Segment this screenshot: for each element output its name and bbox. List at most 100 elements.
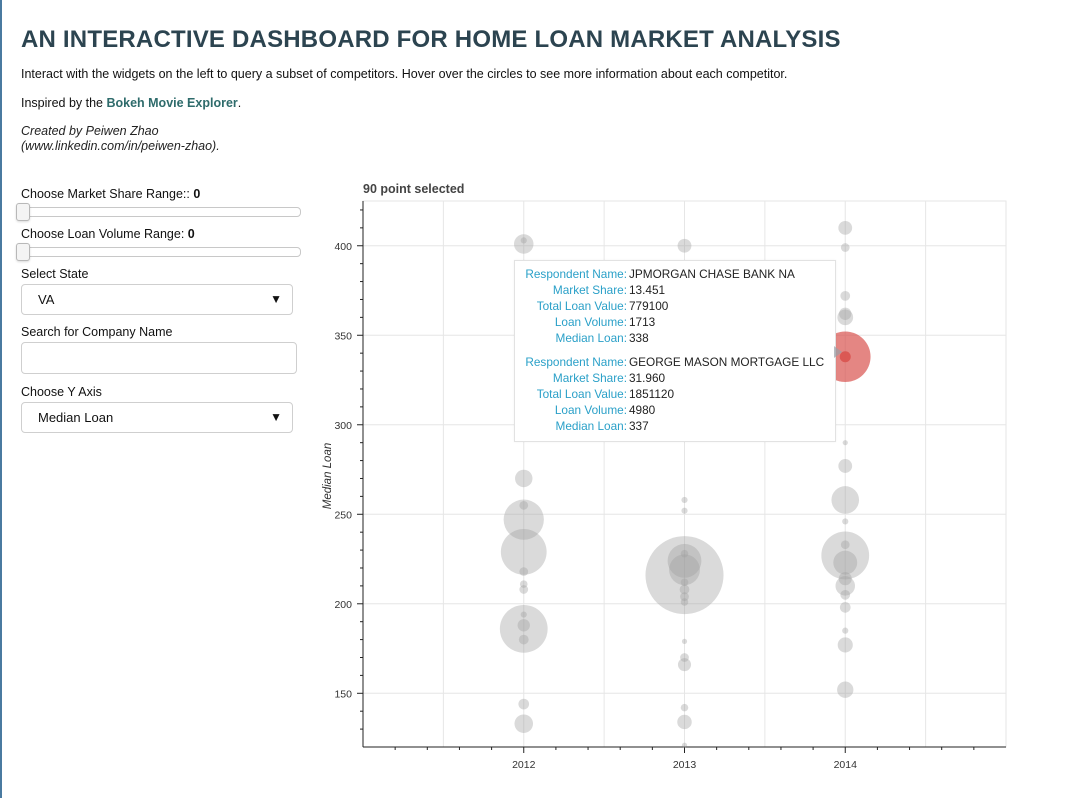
data-point[interactable] [838, 220, 853, 235]
credit-line-1: Created by Peiwen Zhao [21, 124, 159, 138]
state-select[interactable]: VA ▼ [21, 284, 293, 315]
tooltip-key: Respondent Name: [525, 355, 627, 369]
inspired-prefix: Inspired by the [21, 96, 107, 110]
data-point[interactable] [681, 496, 688, 504]
tooltip-value: GEORGE MASON MORTGAGE LLC [629, 355, 825, 369]
data-point[interactable] [680, 703, 689, 712]
data-point[interactable] [518, 698, 530, 710]
credit-text: Created by Peiwen Zhao (www.linkedin.com/… [21, 124, 220, 154]
data-point[interactable] [680, 578, 689, 587]
company-search-input[interactable] [21, 342, 297, 374]
data-point[interactable] [519, 585, 529, 594]
y-tick-label: 300 [334, 420, 352, 432]
data-point[interactable] [840, 290, 851, 301]
data-point[interactable] [837, 681, 854, 698]
data-point[interactable] [513, 234, 534, 254]
data-point[interactable] [831, 486, 860, 514]
tooltip-row: Median Loan: 337 [515, 419, 835, 435]
data-point[interactable] [500, 528, 547, 575]
inspired-text: Inspired by the Bokeh Movie Explorer. [21, 96, 241, 110]
tooltip-row: Respondent Name: GEORGE MASON MORTGAGE LL… [515, 355, 835, 371]
data-point[interactable] [821, 531, 870, 580]
loan-volume-slider-handle[interactable] [16, 243, 30, 261]
data-point[interactable] [837, 637, 853, 653]
loan-volume-label: Choose Loan Volume Range: 0 [21, 227, 195, 241]
tooltip-row: Median Loan: 338 [515, 331, 835, 347]
tooltip-row: Market Share: 31.960 [515, 371, 835, 387]
data-point[interactable] [833, 550, 858, 575]
data-point[interactable] [681, 507, 688, 514]
data-point[interactable] [680, 592, 689, 601]
data-point[interactable] [519, 580, 528, 588]
market-share-slider-handle[interactable] [16, 203, 30, 221]
data-point[interactable] [842, 518, 849, 525]
chevron-down-icon: ▼ [270, 292, 282, 306]
data-point[interactable] [519, 500, 529, 510]
tooltip-key: Median Loan: [555, 419, 628, 433]
data-point[interactable] [681, 742, 688, 748]
tooltip-value: 338 [629, 331, 649, 345]
data-point[interactable] [677, 714, 692, 730]
data-point[interactable] [677, 238, 692, 253]
data-point[interactable] [518, 634, 529, 645]
data-point[interactable] [499, 604, 548, 653]
data-point[interactable] [838, 459, 853, 473]
data-point[interactable] [840, 540, 850, 550]
data-point[interactable] [514, 714, 534, 733]
tooltip-value: 13.451 [629, 283, 666, 297]
data-point[interactable] [680, 598, 689, 606]
hover-tooltip: Respondent Name: JPMORGAN CHASE BANK NA Ma… [514, 260, 836, 442]
data-point[interactable] [645, 536, 724, 615]
data-point[interactable] [842, 627, 849, 634]
data-point[interactable] [840, 243, 850, 252]
data-point[interactable] [677, 658, 692, 672]
data-point[interactable] [840, 589, 851, 600]
y-axis-select[interactable]: Median Loan ▼ [21, 402, 293, 433]
page-title: AN INTERACTIVE DASHBOARD FOR HOME LOAN M… [21, 26, 841, 53]
market-share-slider[interactable] [16, 203, 301, 221]
data-point[interactable] [517, 619, 530, 632]
loan-volume-value: 0 [187, 227, 195, 241]
data-point[interactable] [680, 549, 689, 558]
market-share-label: Choose Market Share Range:: 0 [21, 187, 200, 201]
data-point[interactable] [839, 602, 851, 613]
tooltip-value: 31.960 [629, 371, 666, 385]
tooltip-row: Loan Volume: 4980 [515, 403, 835, 419]
market-share-label-text: Choose Market Share Range:: [21, 187, 194, 201]
y-tick-label: 250 [334, 509, 352, 521]
data-point[interactable] [837, 309, 854, 326]
data-point[interactable] [681, 638, 688, 644]
tooltip-key: Respondent Name: [525, 267, 627, 281]
data-point[interactable] [520, 237, 527, 244]
tooltip-arrow-icon [834, 346, 842, 358]
data-point[interactable] [838, 572, 852, 586]
data-point[interactable] [520, 611, 527, 618]
tooltip-row: Total Loan Value: 779100 [515, 299, 835, 315]
tooltip-key: Market Share: [552, 283, 627, 297]
tooltip-key: Median Loan: [555, 331, 628, 345]
data-point[interactable] [519, 567, 529, 576]
data-point[interactable] [669, 554, 700, 586]
data-point[interactable] [839, 307, 852, 320]
y-tick-label: 150 [334, 688, 352, 700]
selection-count: 90 point selected [363, 182, 465, 196]
y-axis-label-control: Choose Y Axis [21, 385, 102, 399]
data-point[interactable] [515, 469, 533, 488]
loan-volume-slider[interactable] [16, 243, 301, 261]
state-select-value: VA [38, 292, 55, 307]
tooltip-value: 4980 [629, 403, 656, 417]
tooltip-value: 1713 [629, 315, 656, 329]
y-tick-label: 350 [334, 330, 352, 342]
data-point[interactable] [667, 543, 702, 578]
data-point[interactable] [842, 440, 848, 446]
tooltip-key: Total Loan Value: [536, 387, 627, 401]
data-point[interactable] [835, 576, 856, 596]
credit-line-2: (www.linkedin.com/in/peiwen-zhao). [21, 139, 220, 153]
data-point[interactable] [503, 499, 544, 540]
tooltip-key: Loan Volume: [554, 403, 627, 417]
bokeh-movie-explorer-link[interactable]: Bokeh Movie Explorer [106, 96, 238, 110]
data-point[interactable] [680, 653, 689, 662]
data-point[interactable] [679, 584, 690, 595]
tooltip-key: Loan Volume: [554, 315, 627, 329]
